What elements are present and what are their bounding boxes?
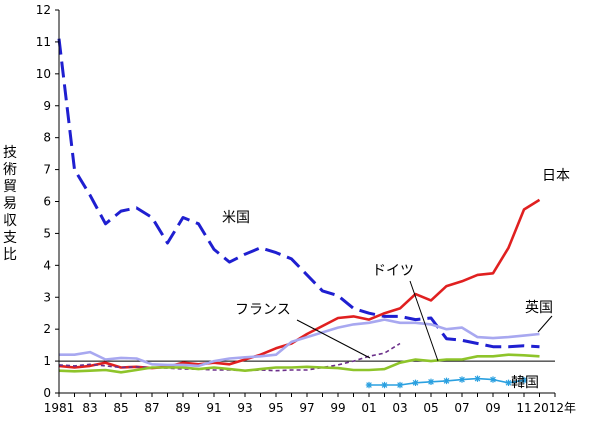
x-tick-label: 99 [330,401,345,415]
y-tick-label: 5 [43,226,51,240]
x-tick-label: 11 [516,401,531,415]
series-marker-5 [412,379,419,386]
y-tick-label: 6 [43,195,51,209]
x-tick-label: 07 [454,401,469,415]
series-marker-5 [520,377,528,384]
y-tick-label: 10 [36,67,51,81]
x-tick-label: 97 [299,401,314,415]
y-tick-label: 9 [43,99,51,113]
y-axis-label: 技術貿易収支比 [3,145,17,263]
x-tick-label: 83 [82,401,97,415]
series-marker-5 [381,381,388,389]
y-tick-label: 0 [43,386,51,400]
series-marker-5 [458,376,466,383]
series-marker-5 [505,379,512,386]
annotation-label: 日本 [542,168,570,184]
x-tick-label: 09 [485,401,500,415]
annotation-label: 韓国 [511,375,539,391]
x-tick-label: 91 [206,401,221,415]
annotation-label: 英国 [525,299,553,316]
y-tick-label: 4 [43,258,51,272]
series-marker-5 [365,381,373,389]
x-tick-label: 05 [423,401,438,415]
x-tick-label: 2012年 [534,401,577,415]
annotation-leader [409,280,439,362]
x-tick-label: 1981 [44,401,75,415]
series-line-2 [59,318,540,368]
x-tick-label: 89 [175,401,190,415]
y-tick-label: 12 [36,3,51,17]
annotation-label: ドイツ [372,263,414,279]
series-line-0 [57,38,540,349]
series-marker-5 [489,376,497,383]
y-tick-label: 1 [43,354,51,368]
y-tick-label: 3 [43,290,51,304]
annotation-leader [296,319,371,359]
series-line-4 [58,353,540,374]
series-marker-5 [427,378,435,386]
x-tick-label: 85 [113,401,128,415]
x-tick-label: 01 [361,401,376,415]
y-tick-label: 8 [43,131,51,145]
x-tick-label: 93 [237,401,252,415]
series-line-3 [58,342,401,372]
series-marker-5 [443,377,450,385]
x-tick-label: 03 [392,401,407,415]
series-marker-5 [474,375,481,382]
x-tick-label: 95 [268,401,283,415]
y-tick-label: 11 [36,35,51,49]
y-tick-label: 2 [43,322,51,336]
annotation-label: フランス [235,302,291,318]
annotation-label: 米国 [222,210,250,226]
annotation-leader [537,315,553,333]
y-tick-label: 7 [43,163,51,177]
series-marker-5 [396,381,404,389]
x-tick-label: 87 [144,401,159,415]
